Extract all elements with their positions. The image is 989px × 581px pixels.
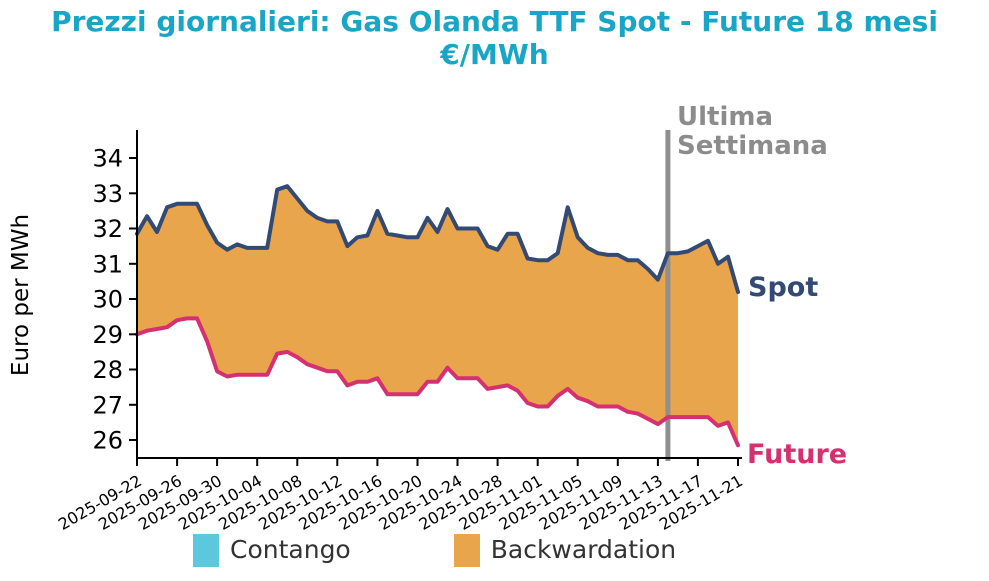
backwardation-swatch	[453, 533, 480, 567]
y-tick-label: 28	[92, 356, 123, 384]
future-series-label: Future	[747, 439, 848, 470]
last-week-annotation-line1: Ultima	[677, 102, 774, 132]
y-tick-label: 33	[92, 180, 123, 208]
legend-item-backwardation: Backwardation	[453, 533, 677, 567]
y-tick-label: 26	[92, 427, 123, 455]
y-tick-label: 34	[92, 145, 123, 173]
legend-label-contango: Contango	[230, 535, 351, 564]
backwardation-area	[137, 186, 738, 446]
y-tick-label: 30	[92, 286, 123, 314]
legend: Contango Backwardation	[193, 533, 676, 567]
last-week-annotation-line2: Settimana	[677, 131, 828, 161]
future-line	[135, 316, 740, 448]
legend-label-backwardation: Backwardation	[490, 535, 677, 564]
spot-series-label: Spot	[748, 272, 819, 303]
y-tick-label: 32	[92, 215, 123, 243]
contango-swatch	[193, 533, 219, 567]
y-tick-label: 29	[92, 321, 123, 349]
chart-title: Prezzi giornalieri: Gas Olanda TTF Spot …	[0, 5, 989, 71]
spot-line	[135, 184, 740, 294]
chart-title-line2: €/MWh	[440, 38, 549, 71]
legend-item-contango: Contango	[193, 533, 351, 567]
last-week-annotation: Ultima Settimana	[677, 103, 828, 161]
chart-title-line1: Prezzi giornalieri: Gas Olanda TTF Spot …	[51, 5, 938, 38]
y-tick-label: 31	[92, 250, 123, 278]
y-tick-label: 27	[92, 391, 123, 419]
